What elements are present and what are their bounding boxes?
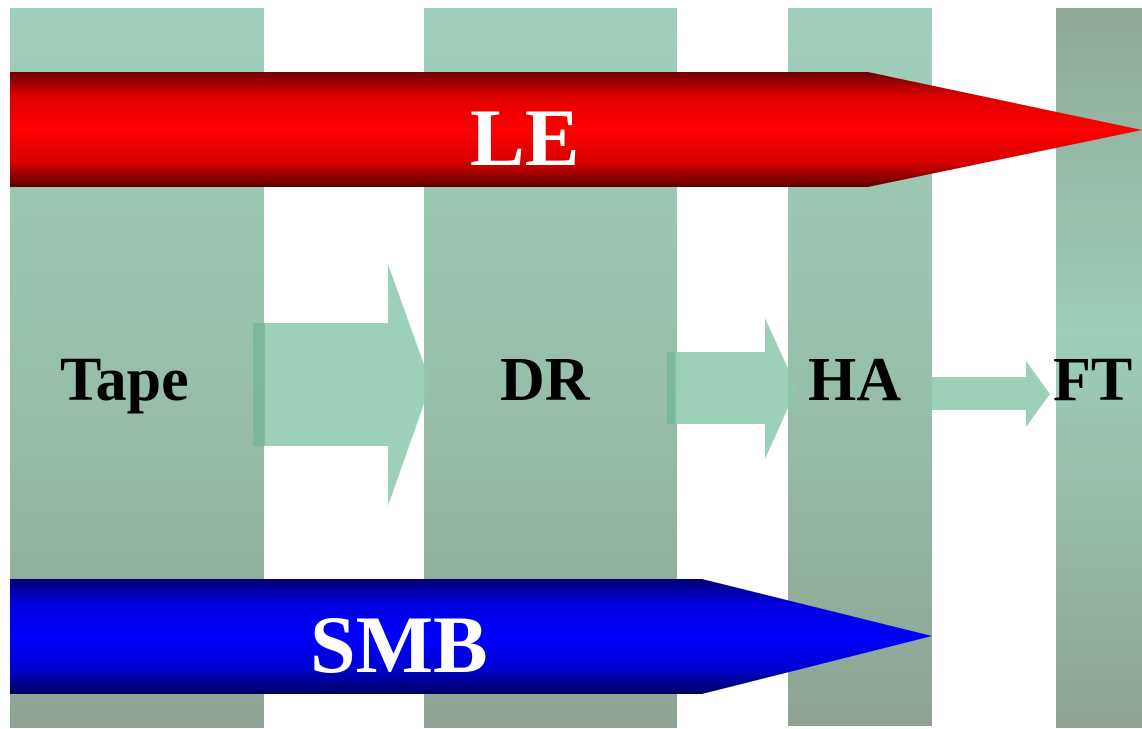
- band-label-le: LE: [470, 92, 580, 183]
- stage-label-tape: Tape: [60, 346, 189, 414]
- band-le-arrow: [10, 72, 1142, 187]
- arrow-ha-to-ft: [930, 361, 1050, 427]
- arrow-dr-to-ha: [667, 318, 797, 459]
- stage-label-ft: FT: [1053, 346, 1133, 414]
- band-label-smb: SMB: [310, 599, 488, 690]
- stage-label-ha: HA: [808, 346, 901, 414]
- stage-label-dr: DR: [500, 346, 590, 414]
- band-smb-arrow: [10, 579, 932, 694]
- arrow-tape-to-dr: [253, 264, 431, 506]
